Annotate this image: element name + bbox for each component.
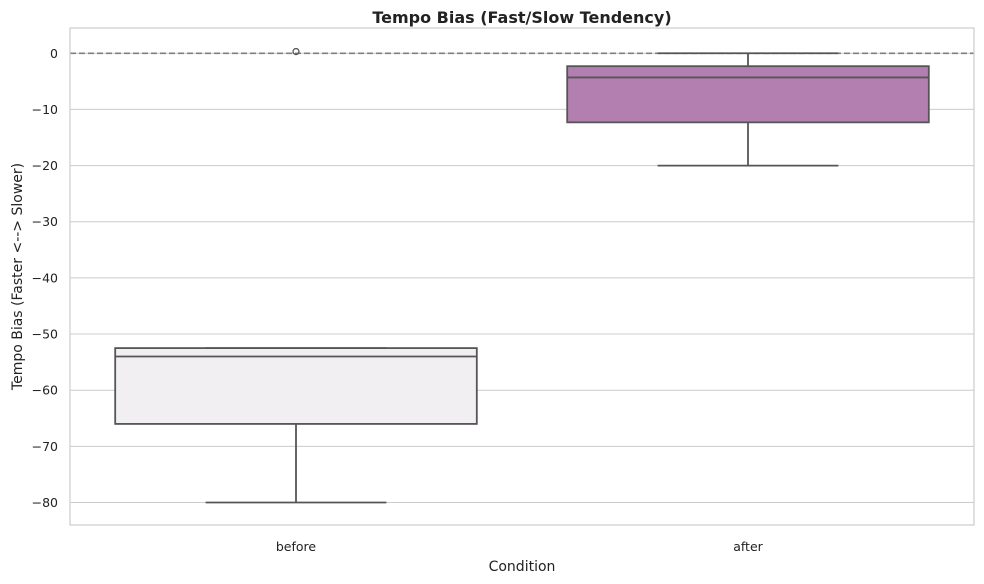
y-tick-label: −10 [32, 102, 58, 117]
interquartile-box [114, 347, 478, 425]
y-tick-label: −80 [32, 495, 58, 510]
outlier-point [292, 47, 300, 56]
y-tick-label: −40 [32, 270, 58, 285]
x-axis-label: Condition [489, 559, 556, 575]
y-tick-labels: 0 −10 −20 −30 −40 −50 −60 −70 −80 [32, 46, 58, 510]
plot-frame [69, 27, 975, 526]
y-tick-label: −20 [32, 158, 58, 173]
y-tick-label: −60 [32, 383, 58, 398]
y-tick-label: −70 [32, 439, 58, 454]
y-tick-label: −30 [32, 214, 58, 229]
chart-title: Tempo Bias (Fast/Slow Tendency) [372, 8, 671, 27]
y-tick-label: −50 [32, 327, 58, 342]
y-axis-label: Tempo Bias (Faster <--> Slower) [10, 163, 26, 391]
interquartile-box [566, 65, 930, 124]
x-tick-labels: before after [276, 539, 764, 554]
x-tick-label: before [276, 539, 317, 554]
y-tick-label: 0 [50, 46, 58, 61]
x-tick-label: after [733, 539, 763, 554]
box-plots [114, 47, 930, 504]
box-after [566, 52, 930, 167]
box-before [114, 47, 478, 504]
